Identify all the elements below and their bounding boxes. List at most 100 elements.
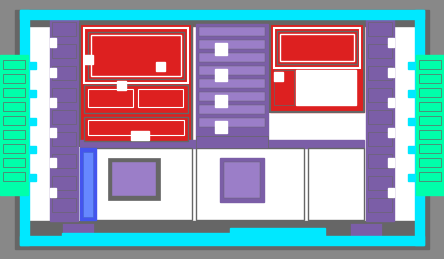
Bar — [29, 118, 36, 125]
Bar — [88, 120, 184, 135]
Bar — [3, 144, 25, 153]
Bar — [83, 152, 93, 217]
Bar — [199, 40, 265, 49]
Bar — [270, 24, 364, 112]
Bar — [368, 44, 392, 58]
Bar — [366, 19, 394, 221]
Bar — [50, 19, 78, 221]
Bar — [3, 172, 25, 181]
Bar — [215, 121, 227, 133]
Bar — [408, 118, 415, 125]
Bar — [419, 172, 441, 181]
Bar — [274, 28, 360, 68]
Bar — [388, 158, 394, 167]
Bar — [52, 66, 76, 80]
Bar — [3, 116, 25, 125]
Bar — [296, 70, 356, 105]
Bar — [108, 158, 160, 200]
Bar — [88, 32, 184, 79]
Bar — [368, 88, 392, 102]
Bar — [20, 236, 424, 245]
Bar — [368, 154, 392, 168]
Bar — [368, 22, 392, 36]
Bar — [199, 27, 265, 36]
Bar — [388, 128, 394, 137]
Bar — [419, 144, 441, 153]
Bar — [368, 110, 392, 124]
Bar — [408, 62, 415, 69]
Bar — [88, 89, 133, 107]
Bar — [196, 24, 268, 140]
Bar — [199, 105, 265, 114]
Bar — [84, 117, 188, 141]
Bar — [408, 90, 415, 97]
Bar — [80, 140, 364, 148]
Bar — [62, 223, 94, 240]
Bar — [277, 31, 357, 64]
Bar — [419, 74, 441, 83]
Bar — [29, 146, 36, 153]
Bar — [50, 188, 56, 197]
Bar — [29, 221, 415, 236]
Bar — [62, 233, 312, 240]
Bar — [408, 146, 415, 153]
Bar — [416, 55, 444, 195]
Bar — [419, 60, 441, 69]
Bar — [29, 19, 415, 236]
Bar — [419, 158, 441, 167]
Bar — [350, 223, 382, 240]
Bar — [3, 102, 25, 111]
Bar — [80, 24, 192, 146]
Bar — [215, 69, 227, 81]
Bar — [388, 98, 394, 107]
Bar — [419, 130, 441, 139]
Bar — [50, 38, 56, 47]
Bar — [199, 53, 265, 62]
Bar — [52, 132, 76, 146]
Bar — [29, 19, 415, 26]
Bar — [3, 88, 25, 97]
Bar — [199, 92, 265, 101]
Bar — [388, 68, 394, 77]
Bar — [84, 55, 93, 64]
Bar — [29, 174, 36, 181]
Bar — [52, 198, 76, 212]
Bar — [80, 148, 96, 220]
Bar — [419, 102, 441, 111]
Bar — [50, 158, 56, 167]
Bar — [50, 68, 56, 77]
Bar — [170, 223, 202, 240]
Bar — [50, 98, 56, 107]
Bar — [52, 154, 76, 168]
Bar — [80, 24, 192, 146]
Bar — [388, 38, 394, 47]
Bar — [84, 28, 188, 83]
Bar — [274, 72, 283, 81]
Bar — [131, 131, 149, 140]
Bar — [52, 44, 76, 58]
Bar — [117, 81, 126, 90]
Bar — [20, 10, 29, 245]
Bar — [215, 95, 227, 107]
Bar — [199, 118, 265, 127]
Bar — [84, 85, 188, 113]
Bar — [3, 60, 25, 69]
Bar — [388, 188, 394, 197]
Bar — [112, 162, 156, 196]
Bar — [0, 55, 28, 195]
Bar — [20, 10, 424, 19]
Bar — [220, 158, 264, 202]
Bar — [52, 22, 76, 36]
Bar — [408, 174, 415, 181]
Bar — [52, 88, 76, 102]
Bar — [80, 148, 192, 220]
Bar — [215, 43, 227, 55]
Bar — [308, 148, 364, 220]
Bar — [419, 88, 441, 97]
Bar — [368, 132, 392, 146]
Bar — [52, 110, 76, 124]
Bar — [196, 148, 304, 220]
Bar — [29, 90, 36, 97]
Bar — [368, 176, 392, 190]
Bar — [91, 35, 181, 76]
